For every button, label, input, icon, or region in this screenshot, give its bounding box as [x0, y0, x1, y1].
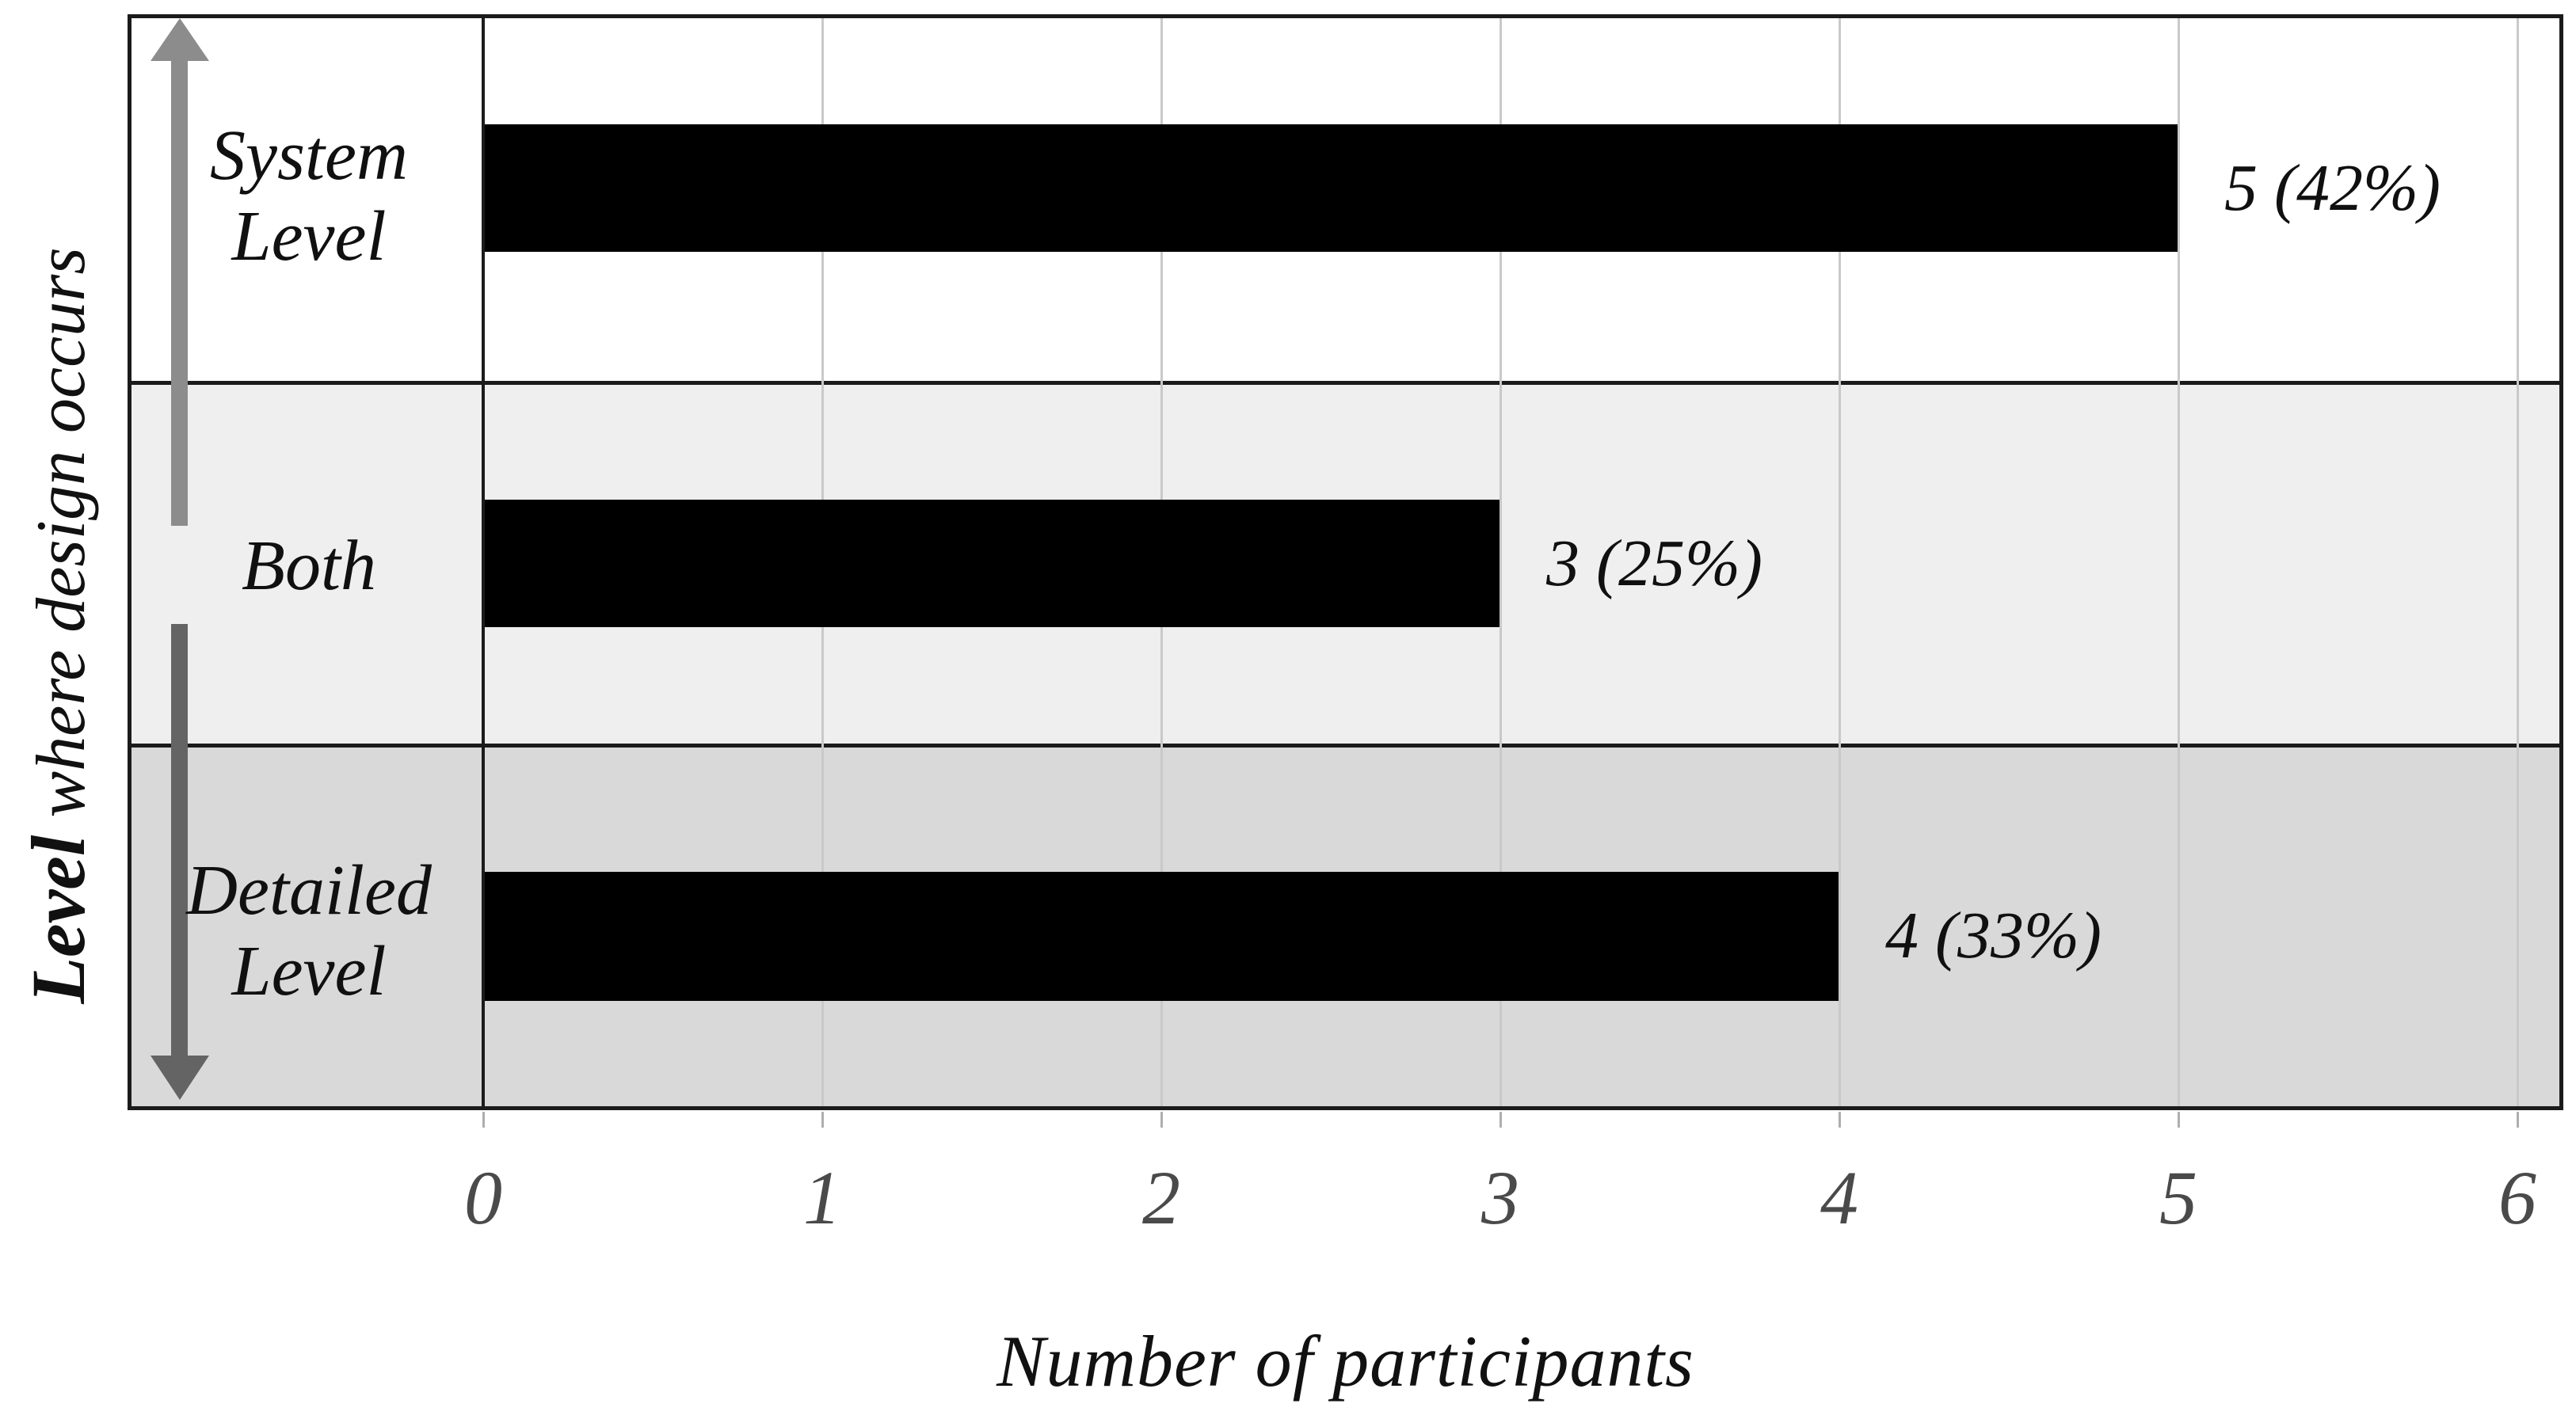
tick-x3 [1499, 1112, 1502, 1128]
chart-area [128, 14, 2563, 1110]
category-label-detailed-level: Detailed Level [136, 850, 482, 1012]
tick-x5 [2178, 1112, 2180, 1128]
y-axis-title-bold: Level [16, 835, 101, 1004]
y-axis-title: Level where design occurs [14, 135, 109, 1117]
tick-x6 [2517, 1112, 2519, 1128]
category-label-both: Both [136, 526, 482, 607]
y-axis-title-rest: where design occurs [23, 247, 100, 835]
tick-label-5: 5 [2159, 1155, 2197, 1240]
tick-label-4: 4 [1820, 1155, 1858, 1240]
tick-label-2: 2 [1142, 1155, 1180, 1240]
gridline-x6 [2517, 18, 2519, 1106]
tick-x1 [821, 1112, 824, 1128]
category-label-system-level: System Level [136, 116, 482, 277]
tick-x2 [1160, 1112, 1163, 1128]
bar-value-label: 4 (33%) [1885, 899, 2102, 972]
bar-both [485, 500, 1499, 627]
tick-label-1: 1 [803, 1155, 841, 1240]
category-line: Level [231, 197, 387, 276]
category-line: Both [242, 527, 376, 605]
bar-system-level [485, 124, 2178, 252]
down-arrow-shaft [171, 624, 188, 1056]
y-axis-line [482, 14, 485, 1110]
gridline-x5 [2178, 18, 2180, 1106]
bar-detailed-level [485, 872, 1839, 1001]
category-line: System [210, 116, 408, 195]
up-arrow-shaft [171, 60, 188, 526]
gridline-x4 [1839, 18, 1841, 1106]
bar-value-label: 5 (42%) [2224, 151, 2441, 225]
tick-label-0: 0 [464, 1155, 502, 1240]
category-line: Level [231, 932, 387, 1010]
tick-x0 [482, 1112, 485, 1128]
tick-x4 [1839, 1112, 1841, 1128]
gridline-x3 [1499, 18, 1502, 1106]
bar-value-label: 3 (25%) [1546, 527, 1762, 600]
up-arrow-icon [151, 18, 209, 61]
x-axis-title: Number of participants [996, 1321, 1694, 1402]
category-line: Detailed [186, 851, 432, 930]
tick-label-6: 6 [2498, 1155, 2536, 1240]
down-arrow-icon [151, 1056, 209, 1100]
tick-label-3: 3 [1481, 1155, 1519, 1240]
